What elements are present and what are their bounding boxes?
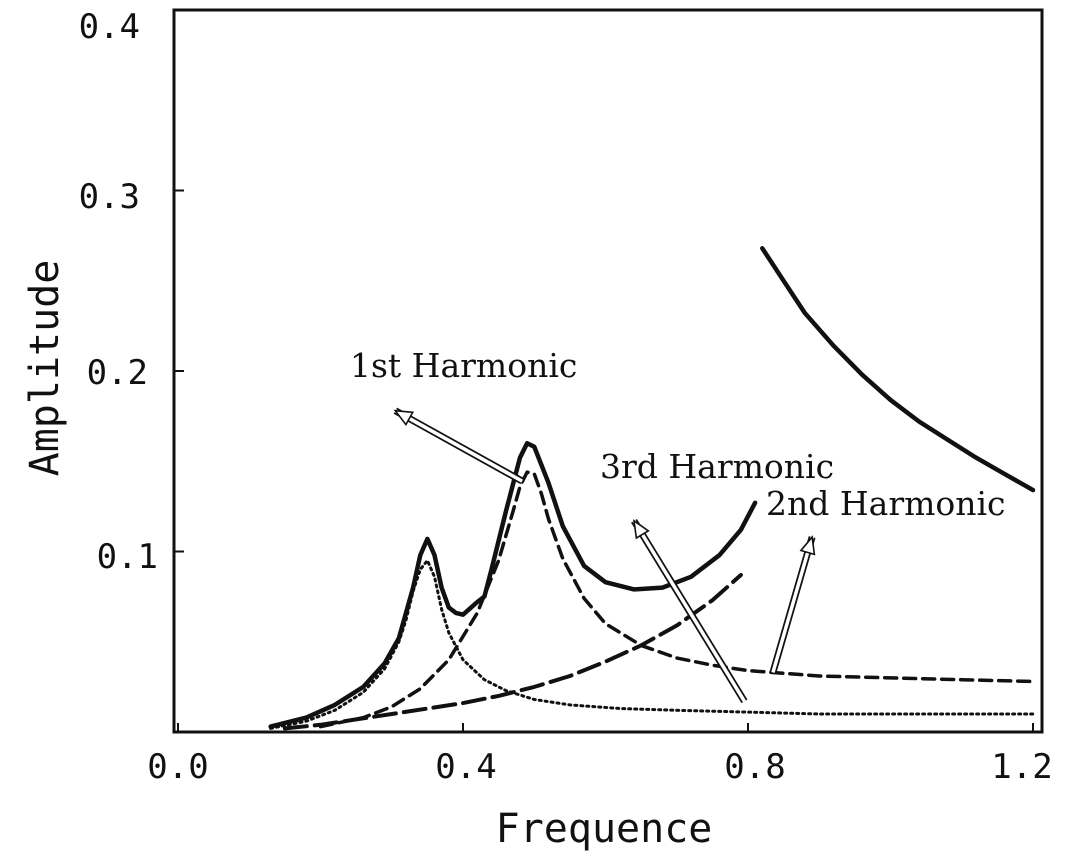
axis-ticks	[174, 9, 1034, 732]
arrow-1st-harmonic-fill	[394, 409, 523, 483]
arrow-2nd-harmonic-head	[799, 535, 816, 556]
series-layer	[268, 246, 1036, 731]
y-tick-label: 0.3	[79, 177, 140, 217]
series-line-longdash	[282, 573, 743, 731]
series-line-dashed	[318, 470, 1035, 729]
x-tick-label: 0.4	[435, 747, 496, 787]
x-tick-label: 0.8	[724, 747, 785, 787]
x-axis-label: Frequence	[496, 806, 713, 852]
y-tick-label: 0.2	[87, 353, 148, 393]
arrow-2nd-harmonic-fill	[771, 536, 814, 673]
arrow-3rd-harmonic-head	[632, 519, 650, 540]
y-axis-label: Amplitude	[22, 260, 68, 477]
y-tick-label: 0.4	[79, 7, 140, 47]
y-tick-label: 0.1	[97, 537, 158, 577]
annotation-1st-harmonic: 1st Harmonic	[350, 346, 577, 385]
annotation-2nd-harmonic: 2nd Harmonic	[766, 484, 1006, 523]
series-line-dotted	[269, 559, 1035, 730]
annotation-arrows	[393, 407, 816, 704]
x-tick-label: 1.2	[991, 747, 1052, 787]
x-tick-label: 0.0	[147, 747, 208, 787]
arrow-1st-harmonic-head	[393, 409, 414, 427]
series-line-solid	[760, 246, 1036, 493]
arrow-3rd-harmonic-fill	[632, 519, 746, 703]
plot-frame	[172, 8, 1044, 734]
annotation-3rd-harmonic: 3rd Harmonic	[600, 447, 834, 486]
